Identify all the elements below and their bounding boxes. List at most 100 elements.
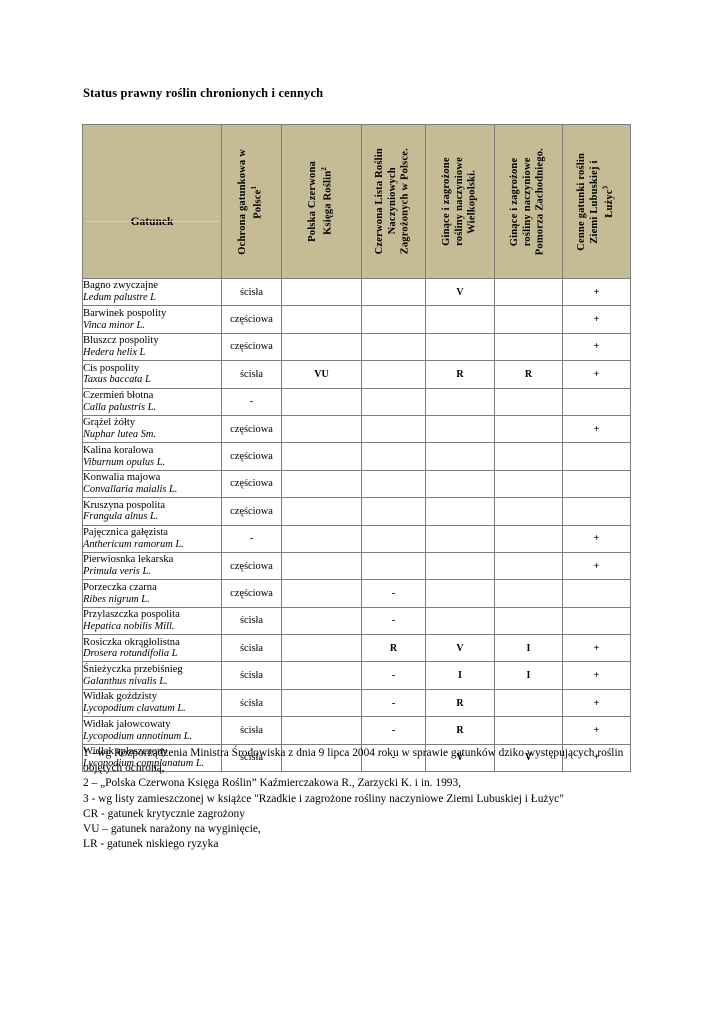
status-cell-4 bbox=[425, 551, 495, 581]
species-latin-name: Nuphar lutea Sm. bbox=[83, 429, 157, 441]
column-header-wielkopolska: Ginące i zagrożone rośliny naczyniowe Wi… bbox=[425, 124, 495, 279]
species-cell: Rosiczka okrągłolistna Drosera rotundifol… bbox=[82, 634, 222, 663]
table-row: Przylaszczka pospolita Hepatica nobilis M… bbox=[82, 606, 631, 636]
table-row: Rosiczka okrągłolistna Drosera rotundifol… bbox=[82, 634, 631, 663]
status-cell-1: częściowa bbox=[221, 551, 282, 581]
status-cell-3 bbox=[361, 469, 426, 499]
status-cell-3: - bbox=[361, 606, 426, 636]
table-row: Barwinek pospolity Vinca minor L. częściow… bbox=[82, 305, 631, 334]
status-cell-2 bbox=[281, 743, 362, 773]
status-cell-4 bbox=[425, 579, 495, 608]
status-cell-5 bbox=[494, 387, 563, 416]
status-cell-4: I bbox=[425, 661, 495, 690]
table-row: Konwalia majowa Convallaria maialis L. czę… bbox=[82, 469, 631, 499]
status-cell-1: częściowa bbox=[221, 469, 282, 499]
status-cell-5 bbox=[494, 716, 563, 745]
column-header-wielkopolska-label: Ginące i zagrożone rośliny naczyniowe Wi… bbox=[440, 157, 478, 246]
status-cell-1: ścisła bbox=[221, 606, 282, 636]
status-cell-5: I bbox=[494, 661, 563, 690]
status-cell-6: + bbox=[562, 524, 631, 553]
species-common-name: Grążel żółty bbox=[83, 417, 136, 429]
status-cell-4 bbox=[425, 442, 495, 471]
status-cell-4 bbox=[425, 606, 495, 636]
status-cell-6: + bbox=[562, 277, 631, 307]
status-cell-6 bbox=[562, 469, 631, 499]
status-cell-1: ścisła bbox=[221, 743, 282, 773]
species-latin-name: Ledum palustre L bbox=[83, 292, 156, 304]
table-row: Pajęcznica gałęzista Anthericum ramorum L… bbox=[82, 524, 631, 553]
status-cell-6: + bbox=[562, 414, 631, 444]
table-row: Widłak goździsty Lycopodium clavatum L. śc… bbox=[82, 688, 631, 718]
status-cell-1: - bbox=[221, 524, 282, 553]
status-cell-5: I bbox=[494, 634, 563, 663]
column-header-pomorze-zachodnie: Ginące i zagrożone rośliny naczyniowe Po… bbox=[494, 124, 563, 279]
status-cell-2 bbox=[281, 634, 362, 663]
species-latin-name: Vinca minor L. bbox=[83, 319, 145, 331]
status-cell-3 bbox=[361, 305, 426, 334]
column-header-czerwona-lista-label: Czerwona Lista Roślin Naczyniowych Zagro… bbox=[374, 148, 411, 255]
status-cell-5: V bbox=[494, 743, 563, 773]
footnote-line: 1 –wg Rozporządzenia Ministra Środowiska… bbox=[83, 747, 624, 775]
table-row: Porzeczka czarna Ribes nigrum L. częściowa… bbox=[82, 579, 631, 608]
status-cell-2 bbox=[281, 579, 362, 608]
species-latin-name: Frangula alnus L. bbox=[83, 511, 159, 523]
table-row: Kruszyna pospolita Frangula alnus L. częśc… bbox=[82, 497, 631, 526]
status-cell-5 bbox=[494, 305, 563, 334]
table-header: Gatunek Ochrona gatunkowa w Polsce1 Pols… bbox=[82, 124, 631, 279]
footnotes-block: 1 –wg Rozporządzenia Ministra Środowiska… bbox=[83, 746, 663, 853]
status-cell-2 bbox=[281, 442, 362, 471]
vertical-text-wrap: Ginące i zagrożone rośliny naczyniowe Po… bbox=[495, 127, 562, 277]
status-cell-6 bbox=[562, 387, 631, 416]
status-cell-6: + bbox=[562, 332, 631, 362]
species-cell: Porzeczka czarna Ribes nigrum L. bbox=[82, 579, 222, 608]
status-cell-2 bbox=[281, 524, 362, 553]
species-common-name: Bluszcz pospolity bbox=[83, 335, 159, 347]
footnote-line: LR - gatunek niskiego ryzyka bbox=[83, 838, 219, 851]
column-header-ziemia-lubuska: Cenne gatunki roślin Ziemi Lubuskiej i Ł… bbox=[562, 124, 631, 279]
column-header-ochrona-gatunkowa-label: Ochrona gatunkowa w Polsce1 bbox=[237, 148, 264, 255]
species-latin-name: Lycopodium clavatum L. bbox=[83, 703, 186, 715]
footnote-line: 2 – „Polska Czerwona Księga Roślin” Kaźm… bbox=[83, 777, 461, 790]
footnote-line: 3 - wg listy zamieszczonej w książce "Rz… bbox=[83, 792, 564, 805]
status-cell-6: + bbox=[562, 743, 631, 773]
species-latin-name: Viburnum opulus L. bbox=[83, 456, 166, 468]
species-common-name: Śnieżyczka przebiśnieg bbox=[83, 663, 183, 675]
status-cell-2 bbox=[281, 497, 362, 526]
status-cell-5 bbox=[494, 414, 563, 444]
species-cell: Grążel żółty Nuphar lutea Sm. bbox=[82, 414, 222, 444]
status-cell-2 bbox=[281, 387, 362, 416]
species-common-name: Konwalia majowa bbox=[83, 472, 161, 484]
status-cell-4 bbox=[425, 387, 495, 416]
status-cell-5 bbox=[494, 688, 563, 718]
species-cell: Cis pospolity Taxus baccata L bbox=[82, 360, 222, 389]
species-cell: Bluszcz pospolity Hedera helix L bbox=[82, 332, 222, 362]
table-row: Śnieżyczka przebiśnieg Galanthus nivalis … bbox=[82, 661, 631, 690]
status-cell-1: - bbox=[221, 387, 282, 416]
status-cell-6 bbox=[562, 442, 631, 471]
status-cell-4 bbox=[425, 497, 495, 526]
species-common-name: Bagno zwyczajne bbox=[83, 280, 159, 292]
species-common-name: Kalina koralowa bbox=[83, 444, 154, 456]
species-cell: Widłak goździsty Lycopodium clavatum L. bbox=[82, 688, 222, 718]
table-row: Widłak spłaszczony Lycopodium complanatum… bbox=[82, 743, 631, 773]
status-cell-3: - bbox=[361, 688, 426, 718]
column-header-ziemia-lubuska-label: Cenne gatunki roślin Ziemi Lubuskiej i Ł… bbox=[576, 152, 616, 251]
species-latin-name: Convallaria maialis L. bbox=[83, 484, 178, 496]
status-cell-2 bbox=[281, 551, 362, 581]
status-cell-3 bbox=[361, 551, 426, 581]
status-cell-3 bbox=[361, 497, 426, 526]
species-cell: Pajęcznica gałęzista Anthericum ramorum L… bbox=[82, 524, 222, 553]
status-cell-3 bbox=[361, 414, 426, 444]
vertical-text-wrap: Polska Czerwona Księga Roślin2 bbox=[282, 127, 361, 277]
species-common-name: Widłak spłaszczony bbox=[83, 746, 168, 758]
status-cell-4: R bbox=[425, 716, 495, 745]
status-cell-1: częściowa bbox=[221, 442, 282, 471]
species-latin-name: Hedera helix L bbox=[83, 347, 146, 359]
species-common-name: Pajęcznica gałęzista bbox=[83, 526, 168, 538]
species-latin-name: Anthericum ramorum L. bbox=[83, 538, 184, 550]
species-latin-name: Lycopodium annotinum L. bbox=[83, 730, 193, 742]
column-header-polska-czerwona-ksiega: Polska Czerwona Księga Roślin2 bbox=[281, 124, 362, 279]
